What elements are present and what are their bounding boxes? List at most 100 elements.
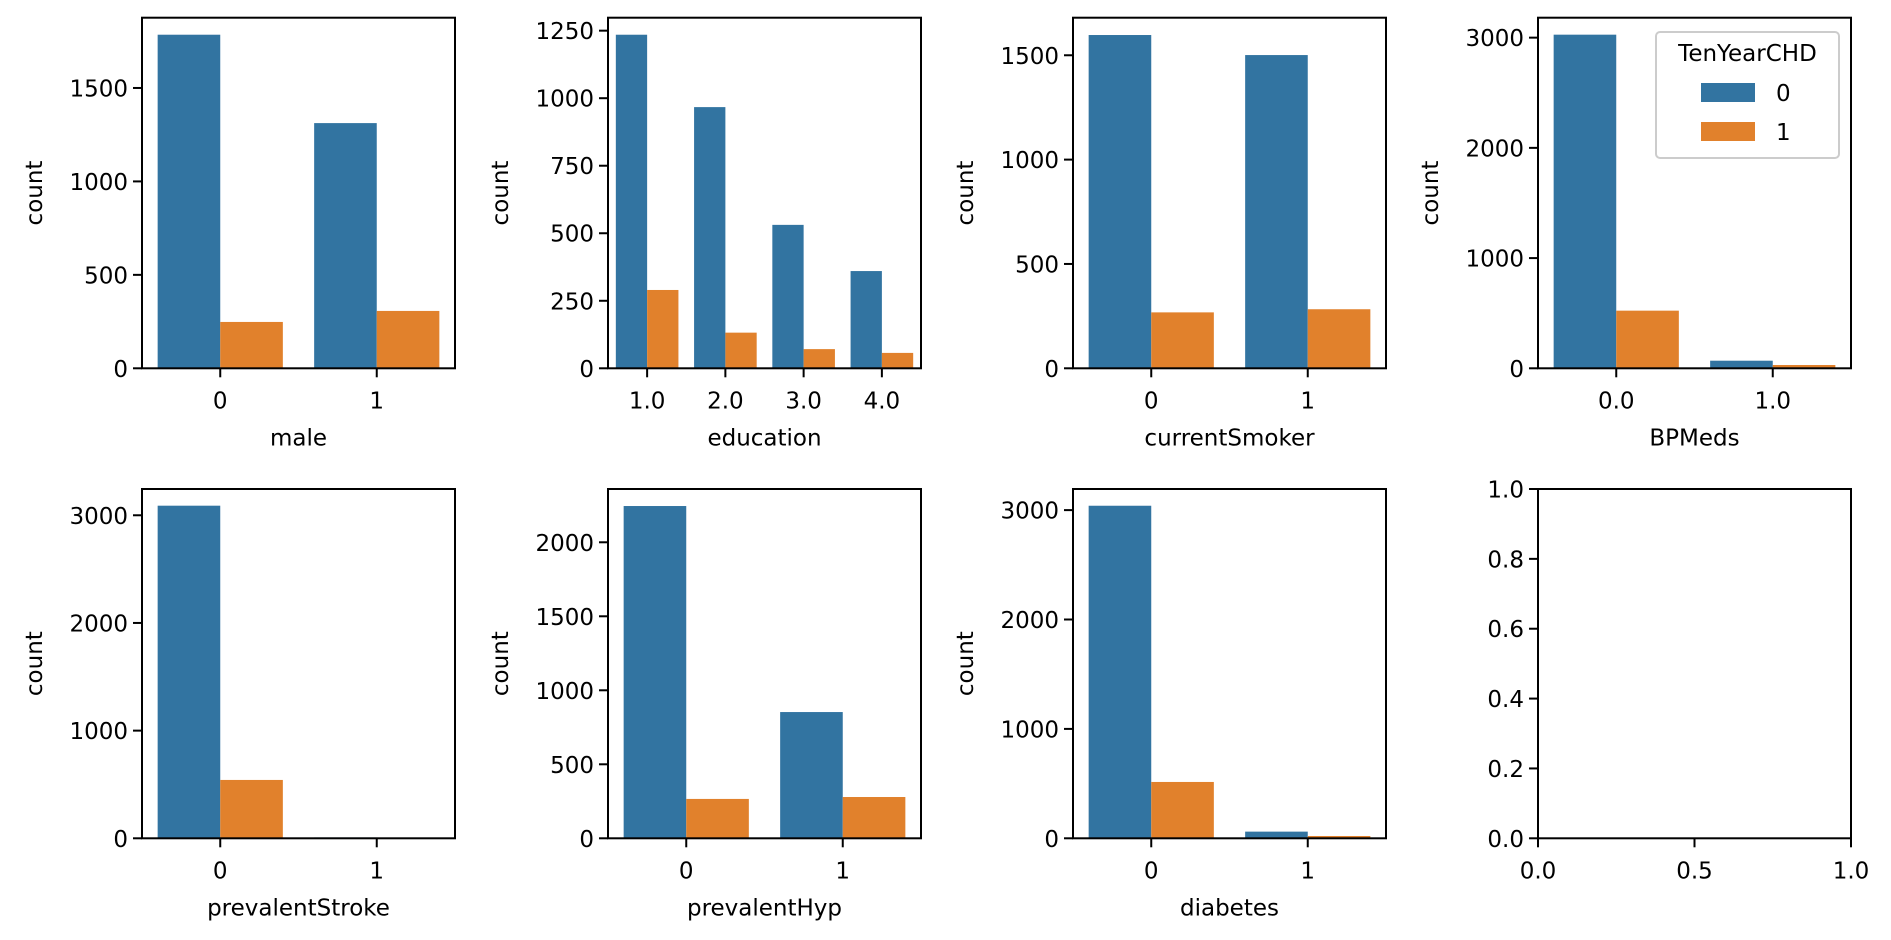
axes-frame [1072,16,1387,370]
x-tick-label: 0 [213,388,228,414]
y-tick-label: 3000 [69,504,128,530]
x-tick-label: 3.0 [785,388,822,414]
bar-diabetes-0-hue-0 [1088,505,1152,839]
legend-entry-label: 0 [1776,81,1791,107]
y-tick-label: 0 [113,357,128,383]
y-tick-label: 2000 [1465,136,1524,162]
legend-swatch-1 [1701,122,1755,141]
y-tick-label: 1250 [535,19,594,45]
bar-diabetes-0-hue-1 [1151,781,1214,839]
bar-diabetes-1-hue-1 [1307,836,1371,839]
y-tick-label: 1000 [1465,247,1524,273]
bar-male-1-hue-1 [376,310,440,369]
x-axis-label: education [707,425,821,451]
y-tick-label: 250 [550,289,594,315]
bar-BPMeds-1.0-hue-1 [1772,364,1836,369]
y-tick-label: 0 [1044,357,1059,383]
x-axis-label: prevalentStroke [207,895,390,921]
legend-title: TenYearCHD [1677,41,1817,67]
y-tick-label: 0 [1509,357,1524,383]
bar-prevalentStroke-0-hue-0 [157,505,221,839]
subplot-male: 0 1 0 500 1000 1500 male count [22,16,456,451]
y-tick-label: 3000 [1465,26,1524,52]
bar-education-3.0-hue-1 [803,349,835,369]
x-tick-label: 1 [835,858,850,884]
x-tick-label: 1.0 [1754,388,1791,414]
subplot-BPMeds: 0.0 1.0 0 1000 2000 3000 BPMeds count TenYearCHD… [1418,16,1852,451]
y-tick-label: 2000 [535,531,594,557]
y-tick-label: 0.4 [1487,687,1524,713]
x-tick-label: 0.0 [1520,858,1557,884]
bar-male-1-hue-0 [314,123,377,369]
legend-swatch-0 [1701,83,1755,102]
bar-prevalentHyp-1-hue-0 [780,712,843,839]
y-tick-label: 1000 [1000,148,1059,174]
bar-prevalentStroke-0-hue-1 [220,779,283,839]
y-tick-label: 1.0 [1487,478,1524,504]
x-tick-label: 1 [1300,388,1315,414]
y-tick-label: 0.8 [1487,547,1524,573]
x-tick-label: 1 [1300,858,1315,884]
bar-currentSmoker-0-hue-1 [1151,312,1214,369]
y-tick-label: 2000 [1000,608,1059,634]
axes-frame [141,16,456,370]
y-tick-label: 750 [550,154,594,180]
x-axis-label: currentSmoker [1144,425,1315,451]
y-tick-label: 0.2 [1487,757,1524,783]
y-tick-label: 1000 [535,679,594,705]
bar-education-4.0-hue-1 [881,352,914,369]
x-tick-label: 0 [679,858,694,884]
y-tick-label: 1000 [1000,717,1059,743]
bar-education-2.0-hue-1 [725,332,757,369]
y-tick-label: 1000 [535,87,594,113]
x-tick-label: 0 [1144,858,1159,884]
x-tick-label: 0 [213,858,228,884]
bar-education-1.0-hue-1 [647,289,679,369]
y-axis-label: count [22,161,48,226]
y-tick-label: 0 [1044,827,1059,853]
y-tick-label: 500 [550,753,594,779]
y-tick-label: 0 [113,827,128,853]
x-tick-label: 0 [1144,388,1159,414]
bar-BPMeds-0.0-hue-1 [1616,310,1679,369]
bar-BPMeds-1.0-hue-0 [1710,360,1773,369]
y-tick-label: 1000 [69,170,128,196]
y-tick-label: 1500 [1000,44,1059,70]
y-tick-label: 1500 [535,605,594,631]
y-axis-label: count [1418,161,1444,226]
axes-frame [607,488,922,840]
x-axis-label: male [270,425,327,451]
bar-prevalentHyp-0-hue-1 [686,798,749,839]
bar-currentSmoker-1-hue-1 [1307,309,1371,369]
y-tick-label: 0.6 [1487,617,1524,643]
legend: TenYearCHD 0 1 [1655,31,1840,159]
subplot-prevalentStroke: 0 1 0 1000 2000 3000 prevalentStroke count [22,488,456,921]
y-axis-label: count [488,631,514,696]
subplot-empty: 0.0 0.5 1.0 0.0 0.2 0.4 0.6 0.8 1.0 [1487,478,1869,885]
x-tick-label: 2.0 [707,388,744,414]
x-tick-label: 0.5 [1676,858,1713,884]
x-axis-label: diabetes [1180,895,1279,921]
y-axis-label: count [953,161,979,226]
y-tick-label: 0 [579,357,594,383]
subplot-prevalentHyp: 0 1 0 500 1000 1500 2000 prevalentHyp count [488,488,922,921]
axes-frame [141,488,456,840]
legend-entry-label: 1 [1776,120,1791,146]
x-tick-label: 4.0 [864,388,901,414]
axes-frame [1537,16,1852,370]
x-tick-label: 1 [369,858,384,884]
subplot-currentSmoker: 0 1 0 500 1000 1500 currentSmoker count [953,16,1387,451]
y-axis-label: count [488,161,514,226]
bar-diabetes-1-hue-0 [1245,831,1308,839]
bar-education-4.0-hue-0 [850,271,882,369]
x-axis-label: prevalentHyp [687,895,842,921]
bar-male-0-hue-0 [157,34,221,369]
bar-education-1.0-hue-0 [615,34,648,369]
subplot-diabetes: 0 1 0 1000 2000 3000 diabetes count [953,488,1387,921]
y-tick-label: 500 [84,263,128,289]
axes-frame [607,16,922,370]
y-tick-label: 500 [1015,252,1059,278]
x-tick-label: 1 [369,388,384,414]
y-tick-label: 1500 [69,76,128,102]
